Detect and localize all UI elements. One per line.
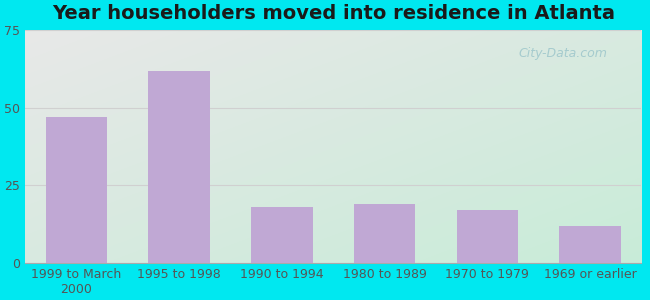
Bar: [46, 117, 107, 263]
Text: City-Data.com: City-Data.com: [518, 46, 607, 60]
Title: Year householders moved into residence in Atlanta: Year householders moved into residence i…: [52, 4, 615, 23]
Bar: [354, 204, 415, 263]
Bar: [148, 70, 210, 263]
Bar: [456, 210, 518, 263]
Bar: [251, 207, 313, 263]
Bar: [559, 226, 621, 263]
